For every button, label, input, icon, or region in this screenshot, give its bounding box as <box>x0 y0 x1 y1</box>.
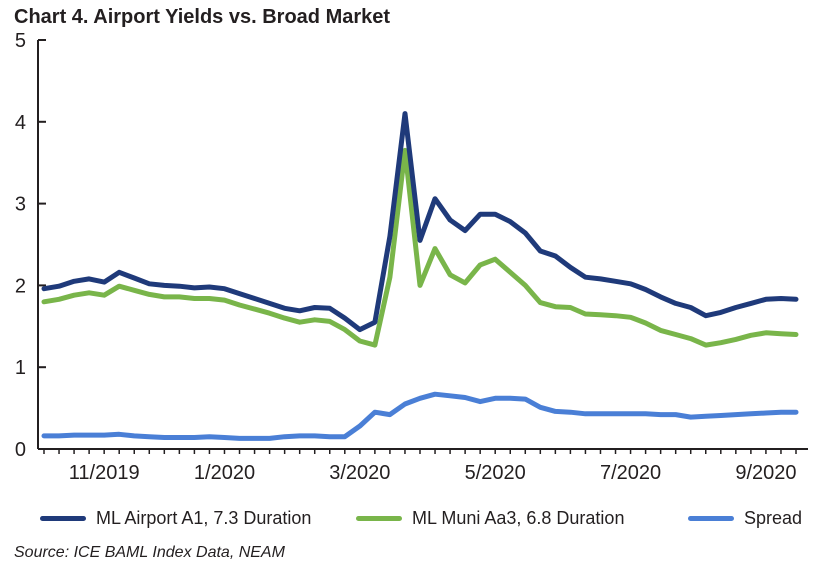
line-chart: 0 1 2 3 4 5 11/2019 1/2020 3/2020 5/2020 7/2020 9/… <box>15 30 808 484</box>
legend-swatch-muni <box>356 516 402 521</box>
legend-item-muni: ML Muni Aa3, 6.8 Duration <box>356 508 624 529</box>
y-tick-label: 5 <box>15 30 26 52</box>
y-tick-label: 1 <box>15 357 26 379</box>
legend-label-spread: Spread <box>744 508 803 528</box>
y-tick-label: 4 <box>15 112 26 134</box>
series-line-airport <box>41 111 799 333</box>
series-line-muni <box>41 147 799 348</box>
source-note: Source: ICE BAML Index Data, NEAM <box>14 544 285 561</box>
axes <box>37 40 808 450</box>
y-axis-ticks: 0 1 2 3 4 5 <box>15 30 46 461</box>
legend-label-muni: ML Muni Aa3, 6.8 Duration <box>412 508 625 528</box>
legend-item-airport: ML Airport A1, 7.3 Duration <box>40 508 311 529</box>
legend-swatch-airport <box>40 516 86 521</box>
x-tick-label: 1/2020 <box>194 462 255 484</box>
x-tick-label: 9/2020 <box>735 462 796 484</box>
series-line-spread <box>41 391 799 441</box>
legend: ML Airport A1, 7.3 Duration ML Muni Aa3,… <box>0 508 826 538</box>
x-tick-label: 11/2019 <box>69 462 140 484</box>
legend-swatch-spread <box>688 516 734 521</box>
legend-label-airport: ML Airport A1, 7.3 Duration <box>96 508 312 528</box>
y-tick-label: 2 <box>15 275 26 297</box>
y-tick-label: 0 <box>15 439 26 461</box>
x-tick-label: 5/2020 <box>465 462 526 484</box>
x-tick-label: 3/2020 <box>329 462 390 484</box>
x-axis-ticks: 11/2019 1/2020 3/2020 5/2020 7/2020 9/2020 <box>43 449 797 484</box>
series-lines <box>41 111 799 441</box>
legend-item-spread: Spread <box>688 508 802 529</box>
y-tick-label: 3 <box>15 194 26 216</box>
x-tick-label: 7/2020 <box>600 462 661 484</box>
chart-title: Chart 4. Airport Yields vs. Broad Market <box>14 6 391 28</box>
